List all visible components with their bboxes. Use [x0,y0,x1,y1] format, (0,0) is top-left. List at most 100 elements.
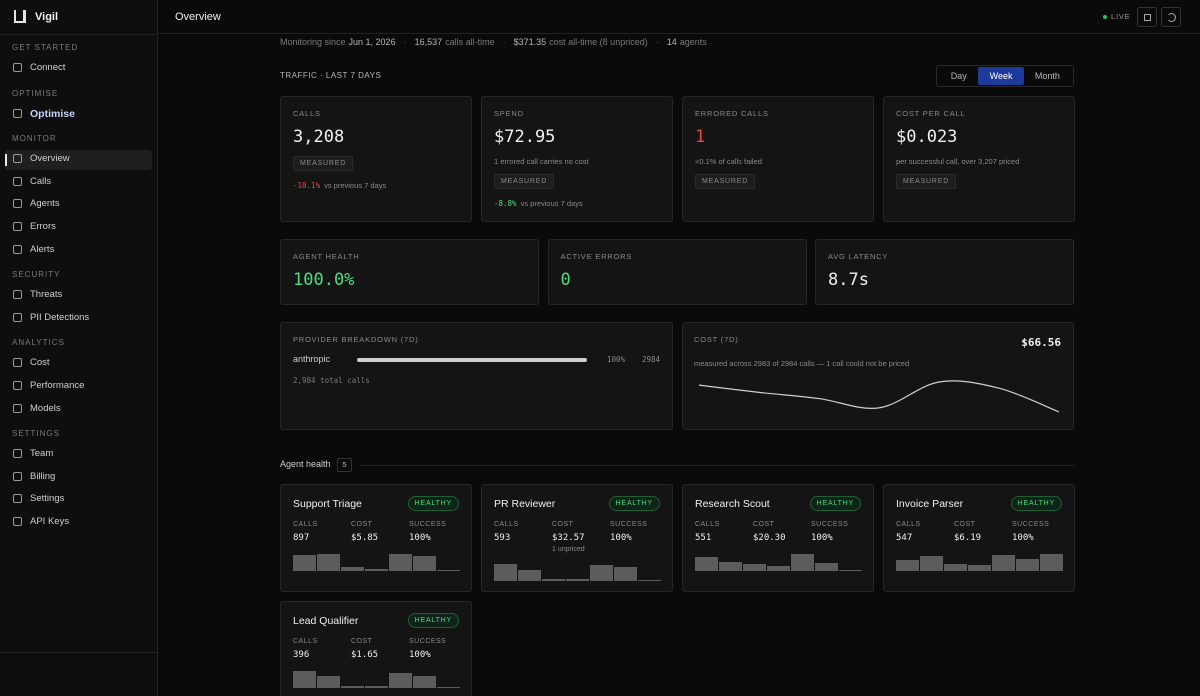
agent-card[interactable]: Research Scout HEALTHY CALLS 551 COST $20.30 S… [682,484,874,592]
summary-text: agents [679,37,707,47]
nav-item[interactable]: Optimise [13,108,75,120]
nav-item[interactable]: Overview [13,153,70,164]
range-button[interactable]: Month [1034,71,1060,81]
metric-value: 897 [293,533,310,543]
daily-bar [542,578,565,581]
nav-label: Calls [30,175,52,187]
daily-bar [389,672,412,688]
nav-icon [13,358,22,368]
section-title: Agent health [280,459,331,469]
agent-card[interactable]: Lead Qualifier HEALTHY CALLS 396 COST $1.65 SU… [280,601,472,696]
live-status: LIVE [1111,12,1131,21]
metric-value: 100% [409,650,431,660]
daily-bar [341,685,364,688]
nav-item[interactable]: Cost [13,357,50,368]
nav-item[interactable]: Performance [13,380,84,391]
daily-bar [518,570,541,581]
status-badge: HEALTHY [809,496,861,511]
summary-item: Monitoring since Jun 1, 2026 [280,37,396,47]
nav-item[interactable]: Models [13,403,61,414]
nav-item[interactable]: Alerts [13,244,54,255]
daily-bar [413,556,436,571]
kpi-label: ERRORED CALLS [695,109,769,118]
cost-line [698,380,1060,413]
nav-icon [13,517,22,526]
daily-bar [365,569,388,571]
metric-label: COST [351,521,373,528]
daily-bar [1040,554,1063,571]
agent-card[interactable]: Support Triage HEALTHY CALLS 897 COST $5.85 SU… [280,484,472,592]
kpi-label: SPEND [494,109,524,118]
daily-bar [896,559,919,571]
active-highlight [5,150,152,171]
nav-item[interactable]: Settings [13,493,64,504]
kpi-delta: -8.8% vs previous 7 days [494,199,583,208]
daily-bar [437,687,460,688]
daily-bar [815,563,838,571]
nav-icon [13,176,22,186]
status-badge: HEALTHY [608,496,660,511]
kpi-card: COST PER CALL $0.023 per successful call, … [883,96,1075,222]
metric-value: 396 [293,650,310,660]
summary-item: $371.35 cost all-time (8 unpriced) [514,37,648,47]
card-title: COST (7D) [694,335,739,344]
daily-bar [413,675,436,688]
nav-item[interactable]: Team [13,448,53,459]
nav-icon [13,244,22,254]
provider-total: 2,984 total calls [293,376,370,385]
share-bar [357,358,587,362]
cost-card: COST (7D) $66.56 measured across 2983 of 2… [682,322,1074,430]
kpi-delta: -10.1% vs previous 7 days [293,181,386,190]
nav-item[interactable]: Connect [13,62,65,73]
metric-label: SUCCESS [811,521,849,528]
kpi-card: ERRORED CALLS 1 <0.1% of calls failed MEASU… [682,96,874,222]
summary: Monitoring since Jun 1, 2026 · 16,537 calls … [280,37,707,47]
agent-card[interactable]: Invoice Parser HEALTHY CALLS 547 COST $6.19 SU… [883,484,1075,592]
nav-item[interactable]: Calls [13,176,51,187]
nav-icon [13,494,22,504]
daily-bar [767,566,790,571]
metric-value: 100% [1012,533,1034,543]
metric-label: COST [351,638,373,645]
nav-label: Billing [30,470,56,482]
range-button[interactable]: Day [950,71,967,81]
health-label: AVG LATENCY [828,252,889,261]
nav-icon [13,290,22,300]
refresh-button[interactable] [1161,7,1181,27]
agent-name: Invoice Parser [896,498,964,510]
range-toggle: Day Week Month [936,65,1074,87]
sidebar: Vigil GET STARTED Connect OPTIMISE Optimise… [0,0,158,696]
nav-item[interactable]: API Keys [13,516,69,527]
kpi-badge: MEASURED [695,174,756,189]
nav-label: API Keys [30,516,70,527]
range-button[interactable]: Week [978,67,1024,85]
agent-name: PR Reviewer [494,498,556,510]
separator: · [403,37,407,47]
nav-item[interactable]: Agents [13,198,60,209]
copy-button[interactable] [1137,7,1157,27]
nav-icon [13,471,22,481]
nav-label: Models [30,402,61,414]
kpi-value: 1 [695,127,706,147]
nav-item[interactable]: Threats [13,289,62,300]
nav-item[interactable]: Errors [13,221,56,232]
kpi-card: SPEND $72.95 1 errored call carries no cos… [481,96,673,222]
delta-text: vs previous 7 days [520,199,583,208]
agent-name: Support Triage [293,498,362,510]
nav-item[interactable]: Billing [13,471,55,482]
metric-value: 100% [811,533,833,543]
agent-card[interactable]: PR Reviewer HEALTHY CALLS 593 COST $32.57 SUCC… [481,484,673,592]
nav-item[interactable]: PII Detections [13,312,89,323]
metric-label: COST [954,521,976,528]
share-track [357,358,587,362]
nav-label: Overview [30,153,70,165]
section-title: ANALYTICS [12,338,65,348]
kpi-label: COST PER CALL [896,109,966,118]
daily-bar [1016,558,1039,571]
daily-bar [293,555,316,571]
nav-icon [13,109,22,119]
metric-label: SUCCESS [610,521,648,528]
agent-count: 5 [337,458,352,472]
health-label: ACTIVE ERRORS [560,252,633,261]
nav-label: Errors [30,221,56,232]
